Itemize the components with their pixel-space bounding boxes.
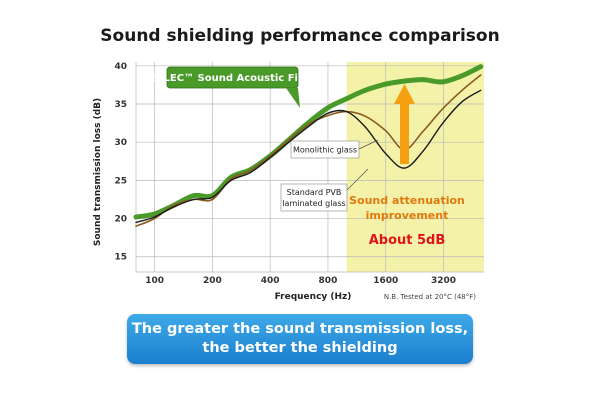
chart-title: Sound shielding performance comparison — [100, 26, 500, 46]
attenuation-line1: Sound attenuation — [349, 194, 465, 207]
arrow-shaft — [400, 102, 409, 164]
series-group — [133, 64, 484, 227]
series-line-0 — [133, 64, 484, 220]
green-series-label: S-LEC™ Sound Acoustic Film — [152, 73, 312, 84]
x-tick-label: 3200 — [431, 276, 456, 286]
y-tick-label: 15 — [114, 253, 127, 263]
banner-line1: The greater the sound transmission loss, — [131, 321, 469, 337]
x-tick-label: 200 — [203, 276, 222, 286]
pvb-label-line2: laminated glass — [282, 199, 345, 208]
y-axis-label: Sound transmission loss (dB) — [93, 98, 103, 246]
y-tick-label: 40 — [114, 62, 127, 72]
test-note: N.B. Tested at 20°C (48°F) — [384, 293, 476, 301]
x-tick-label: 400 — [261, 276, 280, 286]
monolithic-label-box: Monolithic glass — [290, 139, 379, 159]
monolithic-label: Monolithic glass — [293, 146, 357, 155]
y-tick-label: 25 — [114, 176, 127, 186]
grid — [135, 62, 484, 273]
about-5db-label: About 5dB — [369, 233, 446, 248]
green-label-box: S-LEC™ Sound Acoustic Film — [152, 66, 312, 108]
conclusion-banner: The greater the sound transmission loss,… — [127, 314, 473, 364]
highlight-band — [346, 62, 484, 272]
y-tick-label: 35 — [114, 100, 127, 110]
banner-line2: the better the shielding — [202, 340, 398, 356]
pvb-label-line1: Standard PVB — [287, 188, 342, 197]
tick-labels: 15 20 25 30 35 40 100 200 400 800 1600 3200 — [114, 62, 456, 286]
y-tick-label: 20 — [114, 215, 127, 225]
pvb-label-box: Standard PVB laminated glass — [280, 168, 369, 212]
x-axis-label: Frequency (Hz) — [275, 292, 352, 302]
arrow-head — [394, 84, 415, 104]
attenuation-line2: improvement — [366, 209, 449, 222]
series-line-1 — [135, 89, 482, 224]
attenuation-arrow — [394, 84, 415, 164]
y-tick-label: 30 — [114, 138, 127, 148]
x-tick-label: 1600 — [373, 276, 398, 286]
x-tick-label: 100 — [145, 276, 164, 286]
x-tick-label: 800 — [319, 276, 338, 286]
